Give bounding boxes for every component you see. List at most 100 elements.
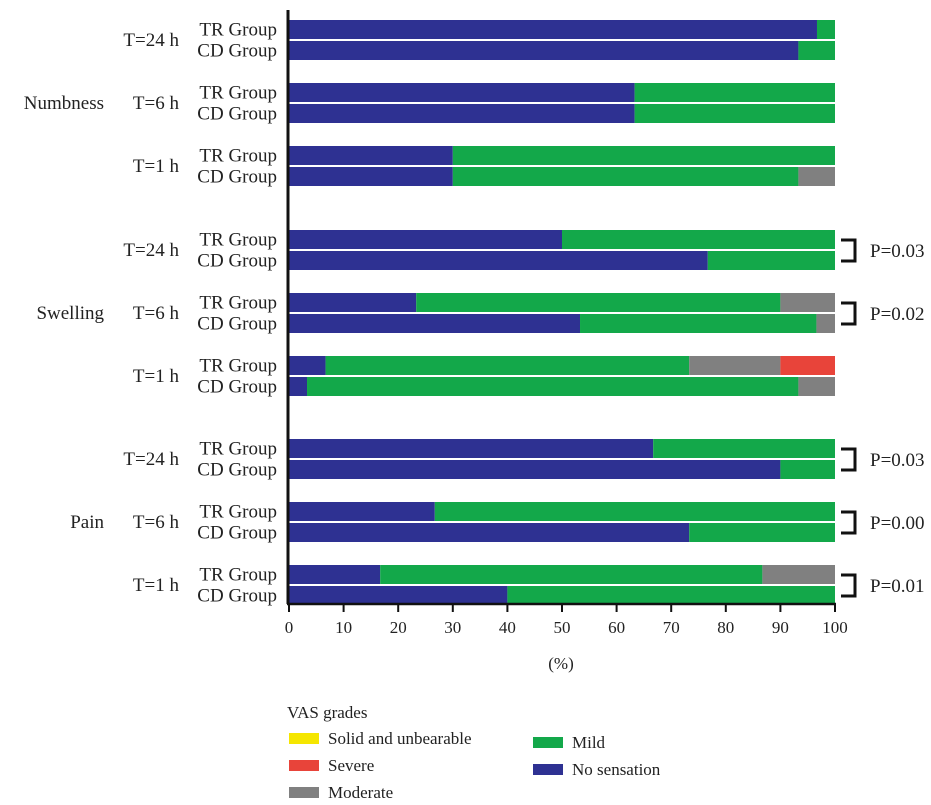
bar-segment-no-sensation [289,104,635,123]
bar-segment-no-sensation [289,41,799,60]
bar-segment-moderate [762,565,835,584]
legend-entry-label: No sensation [572,760,661,779]
bar-segment-mild [689,523,835,542]
group-label: TR Group [199,20,277,41]
bar-segment-mild [634,104,835,123]
bar-segment-mild [452,146,835,165]
bar-segment-no-sensation [289,167,453,186]
bar-segment-mild [816,20,835,39]
bar-segment-moderate [798,167,835,186]
x-tick-label: 0 [285,618,294,637]
group-label: CD Group [197,460,277,481]
p-value-label: P=0.03 [870,450,925,471]
bar-segment-mild [507,586,835,605]
timepoint-label: T=24 h [123,449,179,470]
timepoint-label: T=24 h [123,30,179,51]
legend-swatch [533,764,563,775]
bar-segment-no-sensation [289,439,654,458]
bar-segment-no-sensation [289,523,690,542]
bar-segment-mild [634,83,835,102]
x-tick-label: 80 [717,618,734,637]
legend-swatch [289,787,319,798]
significance-bracket [841,301,857,326]
group-label: CD Group [197,167,277,188]
bar-segment-no-sensation [289,251,708,270]
legend-title: VAS grades [287,703,367,722]
bar-segment-moderate [780,293,835,312]
bar-segment-severe [780,356,835,375]
timepoint-label: T=1 h [133,366,180,387]
bar-segment-moderate [689,356,781,375]
x-tick-label: 70 [663,618,680,637]
legend-swatch [289,733,319,744]
x-tick-label: 20 [390,618,407,637]
legend-entry-label: Mild [572,733,606,752]
x-tick-label: 40 [499,618,516,637]
group-label: CD Group [197,377,277,398]
p-value-label: P=0.01 [870,576,925,597]
bar-segment-mild [798,41,835,60]
group-label: TR Group [199,230,277,251]
timepoint-label: T=6 h [133,303,180,324]
bar-segment-no-sensation [289,377,308,396]
bar-segment-mild [380,565,763,584]
p-value-label: P=0.03 [870,241,925,262]
group-label: CD Group [197,41,277,62]
timepoint-label: T=6 h [133,512,180,533]
bar-segment-no-sensation [289,314,581,333]
legend-swatch [533,737,563,748]
group-label: CD Group [197,586,277,607]
group-label: TR Group [199,439,277,460]
bar-segment-moderate [798,377,835,396]
group-label: CD Group [197,523,277,544]
bar-segment-mild [416,293,781,312]
x-tick-label: 100 [822,618,848,637]
bar-segment-no-sensation [289,20,817,39]
x-tick-label: 90 [772,618,789,637]
timepoint-label: T=6 h [133,93,180,114]
bar-segment-no-sensation [289,502,435,521]
section-label: Swelling [36,303,104,324]
group-label: CD Group [197,314,277,335]
p-value-label: P=0.00 [870,513,925,534]
bar-segment-no-sensation [289,460,781,479]
significance-bracket [841,447,857,472]
timepoint-label: T=1 h [133,156,180,177]
significance-bracket [841,238,857,263]
bar-segment-mild [307,377,799,396]
group-label: TR Group [199,356,277,377]
bar-segment-no-sensation [289,83,635,102]
x-tick-label: 10 [335,618,352,637]
group-label: TR Group [199,293,277,314]
bar-segment-mild [653,439,835,458]
bar-segment-no-sensation [289,293,417,312]
bar-segment-no-sensation [289,565,381,584]
x-axis-label: (%) [548,654,573,673]
section-label: Pain [70,512,104,533]
group-label: TR Group [199,502,277,523]
bar-segment-no-sensation [289,146,453,165]
group-label: CD Group [197,104,277,125]
bar-segment-mild [780,460,835,479]
section-label: Numbness [24,93,104,114]
group-label: CD Group [197,251,277,272]
legend-swatch [289,760,319,771]
significance-bracket [841,510,857,535]
bar-segment-no-sensation [289,586,508,605]
timepoint-label: T=1 h [133,575,180,596]
p-value-label: P=0.02 [870,304,925,325]
x-tick-label: 60 [608,618,625,637]
timepoint-label: T=24 h [123,240,179,261]
bar-segment-mild [325,356,690,375]
bar-segment-mild [452,167,799,186]
bar-segment-no-sensation [289,356,326,375]
x-tick-label: 30 [444,618,461,637]
bar-segment-no-sensation [289,230,562,249]
bar-segment-mild [562,230,835,249]
bar-segment-mild [434,502,835,521]
group-label: TR Group [199,146,277,167]
bar-segment-mild [707,251,835,270]
legend-entry-label: Solid and unbearable [328,729,472,748]
legend-entry-label: Moderate [328,783,393,802]
